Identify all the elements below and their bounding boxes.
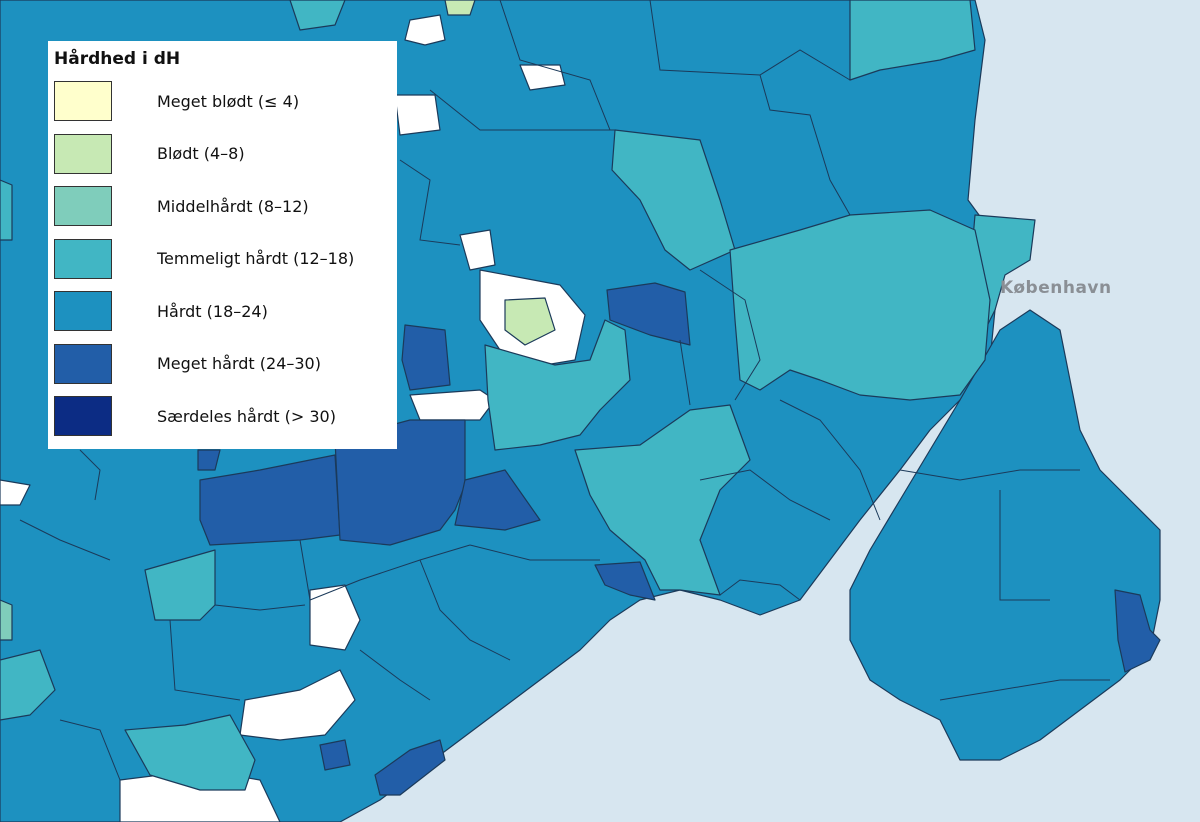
zone-temmeligt-10 (0, 179, 13, 241)
legend-swatch (54, 81, 112, 122)
zone-temmeligt-2 (611, 129, 736, 271)
legend-swatch (54, 133, 112, 174)
zone-bloedt-1 (504, 297, 556, 346)
legend-label: Meget hårdt (24–30) (157, 354, 321, 374)
legend-item: Særdeles hårdt (> 30) (54, 390, 397, 443)
island-amager (849, 309, 1161, 761)
unclassified-1 (404, 14, 446, 46)
unclassified-7 (239, 669, 356, 741)
unclassified-5 (409, 389, 496, 421)
municipal-boundaries (19, 0, 1110, 781)
zone-bloedt-2 (444, 0, 476, 16)
legend-item: Middelhårdt (8–12) (54, 180, 397, 233)
legend-label: Temmeligt hårdt (12–18) (157, 249, 355, 269)
legend-swatch (54, 291, 112, 332)
zone-meget-haardt-2 (401, 324, 451, 391)
legend-swatch (54, 238, 112, 279)
zone-meget-haardt-1 (606, 282, 691, 346)
legend-item: Hårdt (18–24) (54, 285, 397, 338)
legend-label: Hårdt (18–24) (157, 301, 268, 321)
zone-temmeligt-8 (124, 714, 256, 791)
legend-label: Meget blødt (≤ 4) (157, 91, 300, 111)
zone-meget-haardt-3 (199, 454, 341, 546)
legend-label: Særdeles hårdt (> 30) (157, 406, 336, 426)
zone-temmeligt-5 (574, 404, 751, 596)
zone-meget-haardt-6 (594, 561, 656, 601)
zone-temmeligt-7 (0, 649, 56, 721)
legend-item: Blødt (4–8) (54, 128, 397, 181)
zone-meget-haardt-5 (454, 469, 541, 531)
legend: Hårdhed i dH Meget blødt (≤ 4) Blødt (4–… (48, 41, 397, 449)
zone-meget-haardt-8 (374, 739, 446, 796)
zone-middelhaardt-1 (0, 599, 13, 641)
unclassified-9 (519, 64, 566, 91)
legend-label: Blødt (4–8) (157, 144, 245, 164)
city-label-koebenhavn: København (1000, 278, 1112, 298)
unclassified-3 (459, 229, 496, 271)
legend-label: Middelhårdt (8–12) (157, 196, 309, 216)
legend-swatch (54, 186, 112, 227)
legend-item: Temmeligt hårdt (12–18) (54, 233, 397, 286)
legend-item: Meget blødt (≤ 4) (54, 75, 397, 128)
zone-meget-haardt-10 (197, 449, 221, 471)
legend-item: Meget hårdt (24–30) (54, 338, 397, 391)
legend-title: Hårdhed i dH (54, 49, 181, 69)
zone-temmeligt-4 (484, 319, 631, 451)
zone-meget-haardt-9 (319, 739, 351, 771)
zone-meget-haardt-4 (334, 419, 466, 546)
zone-temmeligt-6 (144, 549, 216, 621)
zone-temmeligt-9 (289, 0, 346, 31)
legend-swatch (54, 396, 112, 437)
zone-temmeligt-3 (729, 209, 991, 401)
unclassified-2 (394, 94, 441, 136)
unclassified-6 (309, 584, 361, 651)
zone-meget-haardt-7 (1114, 589, 1161, 673)
legend-swatch (54, 343, 112, 384)
unclassified-10 (0, 479, 31, 506)
